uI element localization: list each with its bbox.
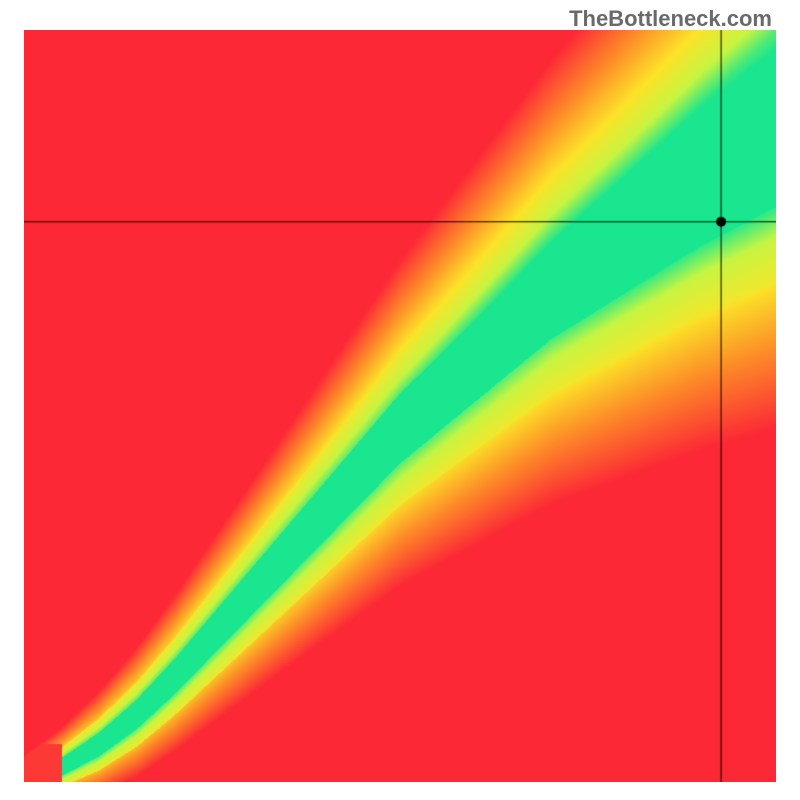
bottleneck-heatmap [24,30,776,782]
watermark-text: TheBottleneck.com [569,6,772,32]
